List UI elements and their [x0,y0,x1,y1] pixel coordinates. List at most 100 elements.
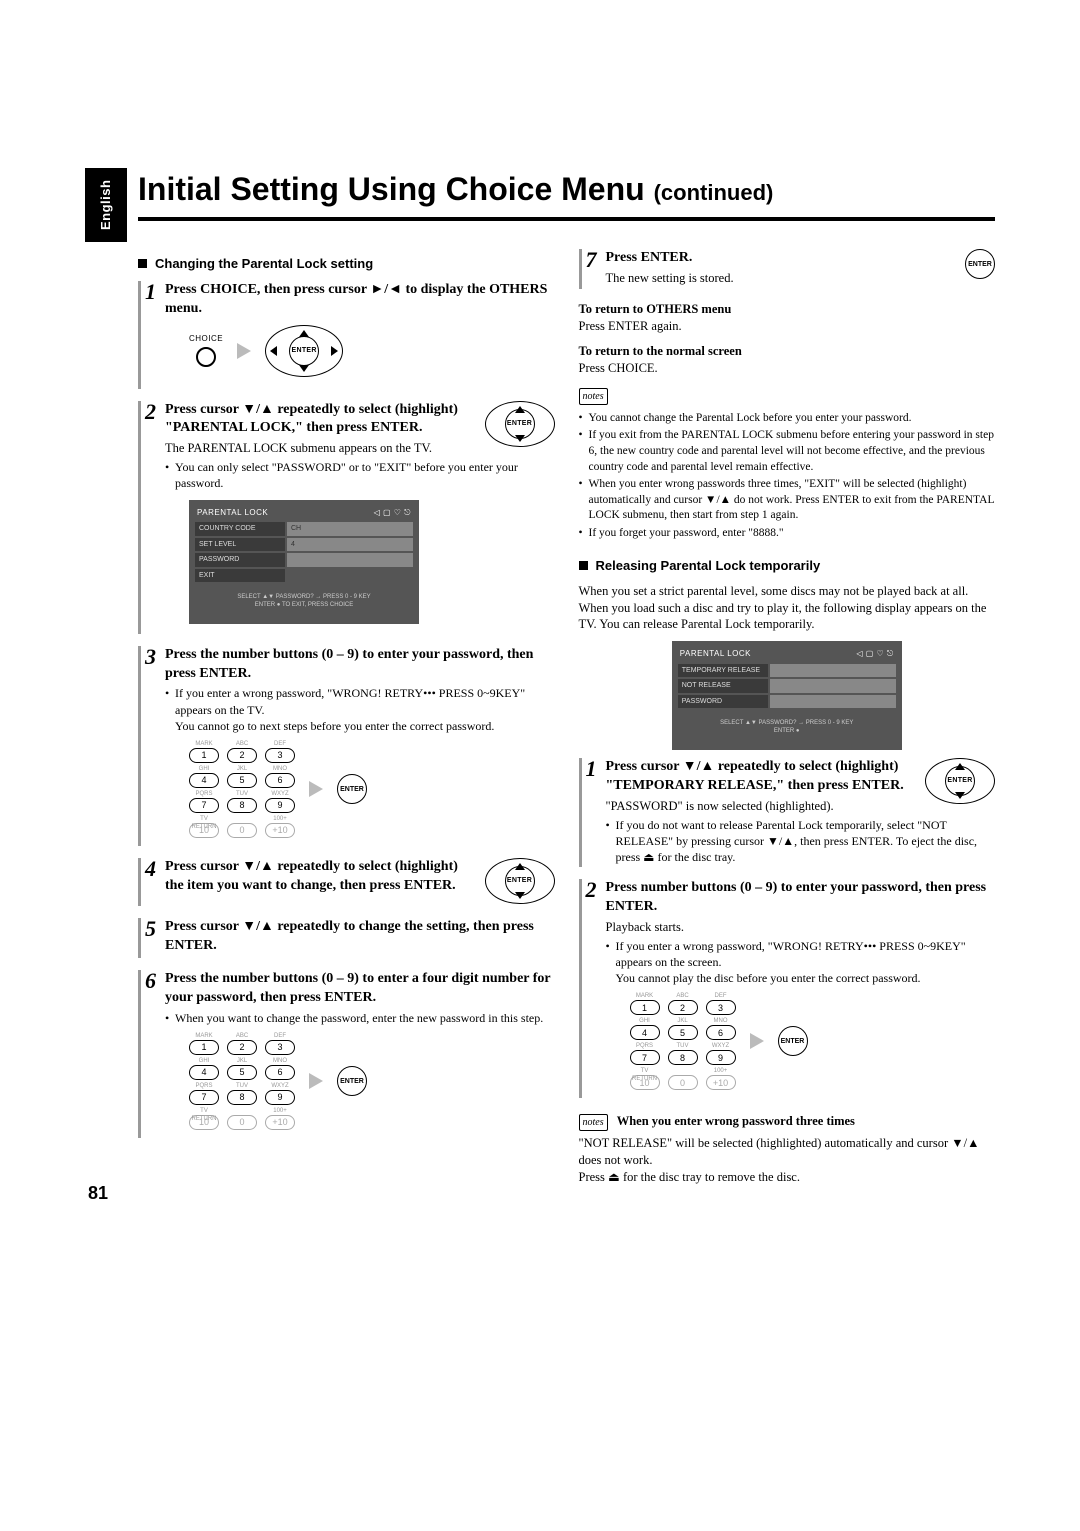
choice-button-icon: CHOICE [189,334,223,367]
keypad-key: 1 [630,1000,660,1015]
step-bullet: When you want to change the password, en… [165,1010,555,1026]
step-body: Playback starts. [606,919,996,936]
page-title: Initial Setting Using Choice Menu (conti… [138,168,995,221]
step-number: 1 [145,277,156,307]
keypad-key: 0 [227,823,257,838]
temp-step-1: 1 ENTER Press cursor ▼/▲ repeatedly to s… [579,758,996,867]
step-bullet: If you enter a wrong password, "WRONG! R… [606,938,996,970]
keypad-key: 2 [227,1040,257,1055]
notes-block-1: notes You cannot change the Parental Loc… [579,384,996,541]
step-7: 7 ENTER Press ENTER. The new setting is … [579,249,996,289]
tv-title: PARENTAL LOCK [197,508,268,519]
keypad-icon: MARK1ABC2DEF3GHI4JKL5MNO6PQRS7TUV8WXYZ9T… [189,740,295,840]
step-bullet: You can only select "PASSWORD" or to "EX… [165,459,555,491]
tv-row: NOT RELEASE [678,679,896,692]
keypad-key: 9 [265,1090,295,1105]
tv-row: EXIT [195,569,413,582]
page-title-continued: (continued) [654,180,774,205]
step-head: Press number buttons (0 – 9) to enter yo… [606,879,996,917]
step-number: 7 [586,245,597,275]
step-number: 1 [586,754,597,784]
enter-ring: ENTER [505,409,535,439]
step-bullet: If you do not want to release Parental L… [606,817,996,866]
arrow-icon [309,1073,323,1089]
keypad-key: 1 [189,1040,219,1055]
step-2: 2 ENTER Press cursor ▼/▲ repeatedly to s… [138,401,555,634]
keypad-key: 4 [189,1065,219,1080]
keypad-key: 2 [227,748,257,763]
keypad-key: 9 [706,1050,736,1065]
return-others-body: Press ENTER again. [579,318,996,335]
keypad-icon: MARK1ABC2DEF3GHI4JKL5MNO6PQRS7TUV8WXYZ9T… [630,992,736,1092]
keypad-key: 2 [668,1000,698,1015]
keypad-icon: MARK1ABC2DEF3GHI4JKL5MNO6PQRS7TUV8WXYZ9T… [189,1032,295,1132]
tv-row: PASSWORD [678,695,896,708]
step-body: The PARENTAL LOCK submenu appears on the… [165,440,555,457]
keypad-key: 3 [706,1000,736,1015]
cursor-pad-icon: ENTER [485,401,555,447]
keypad-key: +10 [706,1075,736,1090]
right-column: 7 ENTER Press ENTER. The new setting is … [579,249,996,1193]
left-column: Changing the Parental Lock setting 1 Pre… [138,249,555,1193]
enter-badge-icon: ENTER [337,1066,367,1096]
page-title-main: Initial Setting Using Choice Menu [138,171,645,207]
keypad-key: 4 [189,773,219,788]
step-head: Press cursor ▼/▲ repeatedly to change th… [165,918,555,956]
enter-badge-icon: ENTER [965,249,995,279]
choice-label: CHOICE [189,334,223,343]
keypad-key: +10 [265,823,295,838]
step-sub: You cannot play the disc before you ente… [606,970,996,986]
language-tab: English [85,168,127,242]
keypad-key: 0 [227,1115,257,1130]
keypad-key: 8 [227,798,257,813]
keypad-key: 8 [227,1090,257,1105]
keypad-key: +10 [265,1115,295,1130]
section-heading-parental-lock: Changing the Parental Lock setting [138,255,555,273]
tv-row: COUNTRY CODECH [195,522,413,535]
step-number: 4 [145,854,156,884]
tv-mock-parental-lock: PARENTAL LOCK◁ ▢ ♡ ⎋ COUNTRY CODECHSET L… [189,500,419,624]
return-normal-body: Press CHOICE. [579,360,996,377]
arrow-icon [309,781,323,797]
temp-step-2: 2 Press number buttons (0 – 9) to enter … [579,879,996,1098]
notes2-title: When you enter wrong password three time… [617,1114,855,1128]
step-number: 6 [145,966,156,996]
page-number: 81 [88,1181,108,1205]
step-6: 6 Press the number buttons (0 – 9) to en… [138,970,555,1138]
keypad-key: 7 [189,798,219,813]
section-heading-release: Releasing Parental Lock temporarily [579,557,996,575]
enter-ring: ENTER [505,866,535,896]
enter-badge-icon: ENTER [778,1026,808,1056]
tv-row: SET LEVEL4 [195,538,413,551]
tv-hint: ENTER ● [678,728,896,736]
step-number: 3 [145,642,156,672]
keypad-key: 3 [265,1040,295,1055]
keypad-key: 6 [265,1065,295,1080]
return-normal: To return to the normal screen Press CHO… [579,343,996,377]
arrow-icon [237,343,251,359]
notes2-body: "NOT RELEASE" will be selected (highligh… [579,1135,996,1169]
tv-hint: ENTER ● TO EXIT, PRESS CHOICE [195,602,413,610]
step-body: The new setting is stored. [606,270,996,287]
step-number: 2 [145,397,156,427]
step-head: Press the number buttons (0 – 9) to ente… [165,970,555,1008]
step-3: 3 Press the number buttons (0 – 9) to en… [138,646,555,846]
cursor-pad-icon: ENTER [265,325,343,377]
notes-block-2: notes When you enter wrong password thre… [579,1110,996,1185]
keypad-key: 0 [668,1075,698,1090]
enter-ring: ENTER [289,336,319,366]
note-item: If you forget your password, enter "8888… [579,526,996,542]
enter-ring: ENTER [945,766,975,796]
notes2-body: Press ⏏ for the disc tray to remove the … [579,1169,996,1186]
keypad-key: 6 [706,1025,736,1040]
keypad-key: 3 [265,748,295,763]
note-item: You cannot change the Parental Lock befo… [579,411,996,427]
step-1: 1 Press CHOICE, then press cursor ►/◄ to… [138,281,555,389]
tv-hint: SELECT ▲▼ PASSWORD? → PRESS 0 - 9 KEY [678,720,896,728]
tv-row: PASSWORD [195,553,413,566]
keypad-key: 5 [668,1025,698,1040]
enter-badge-icon: ENTER [337,774,367,804]
tv-row: TEMPORARY RELEASE [678,664,896,677]
step-5: 5 Press cursor ▼/▲ repeatedly to change … [138,918,555,958]
step-head: Press ENTER. [606,249,996,268]
